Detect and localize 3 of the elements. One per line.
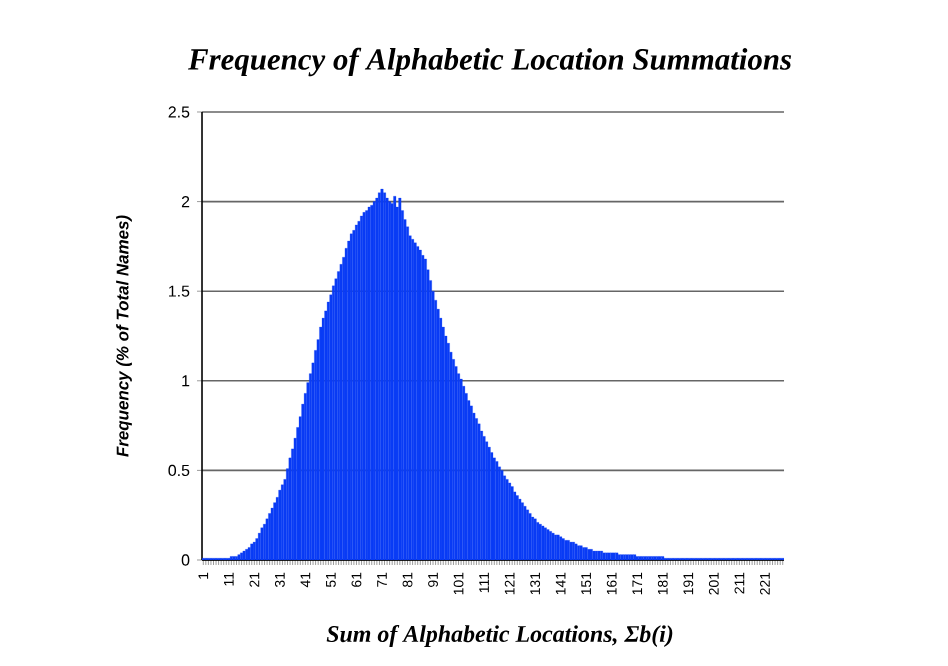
chart-title: Frequency of Alphabetic Location Summations — [187, 47, 792, 77]
y-axis-title: Frequency (% of Total Names) — [116, 215, 132, 457]
x-axis-title: Sum of Alphabetic Locations, Σb(i) — [326, 625, 673, 647]
